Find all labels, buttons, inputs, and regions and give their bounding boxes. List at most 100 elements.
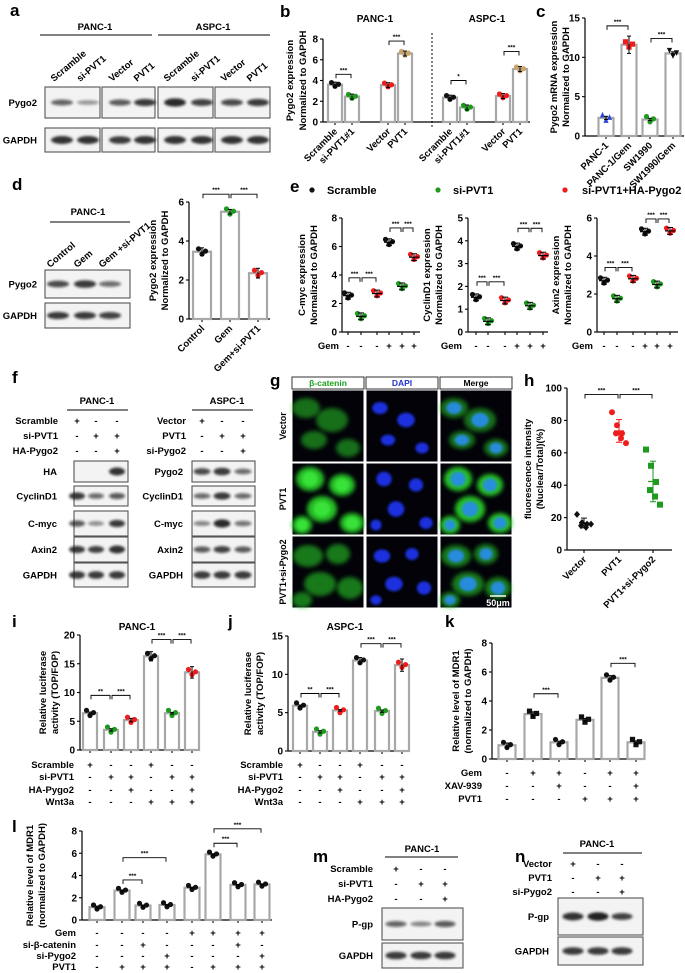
lane-label: PVT1 (245, 60, 271, 84)
cell-nucleus (493, 517, 507, 529)
data-point (603, 117, 609, 123)
significance-bracket (122, 857, 167, 862)
protein-band (109, 136, 131, 144)
condition-sign: - (318, 797, 321, 808)
panel-letter-i: i (12, 612, 17, 631)
y-tick-label: 6 (71, 849, 77, 860)
y-tick-label: 0 (178, 315, 184, 326)
bar (219, 210, 241, 321)
protein-band (47, 280, 69, 288)
lane-label: Gem +si-PVT1 (97, 220, 154, 270)
condition-sign: - (190, 940, 193, 951)
condition-sign: - (596, 887, 599, 898)
y-tick-label: 0 (312, 118, 318, 129)
condition-sign: + (74, 416, 80, 427)
legend-e: Scramble si-PVT1 si-PVT1+HA-Pygo2 (309, 185, 681, 197)
data-point (328, 79, 335, 86)
y-tick-label: 8 (331, 214, 337, 225)
bar (183, 886, 201, 922)
lane-label: Control (45, 240, 78, 270)
protein-band (247, 98, 269, 107)
significance-label: *** (607, 260, 615, 267)
data-point (650, 279, 657, 285)
chart-d: 0 2 4 6 Pygo2 expression Normalized to GAPDH *… (148, 187, 270, 375)
condition-sign: + (570, 859, 576, 870)
protein-label: C-myc (154, 519, 183, 530)
data-point (650, 116, 657, 122)
y-tick-label: 0 (457, 328, 463, 339)
data-point (206, 849, 213, 855)
data-point (104, 724, 111, 730)
condition-sign: - (94, 446, 97, 457)
significance-bracket (476, 281, 488, 286)
data-point (633, 742, 639, 748)
data-point (185, 882, 192, 889)
data-point (213, 851, 220, 857)
y-axis-label: Normalized to GAPDH (160, 210, 171, 310)
data-point (623, 440, 629, 447)
cell-cytoplasm (293, 545, 323, 567)
condition-sign: - (211, 951, 214, 962)
condition-sign: + (633, 768, 639, 779)
protein-band (164, 136, 186, 144)
significance-bracket (388, 40, 405, 46)
condition-sign: - (88, 797, 91, 808)
protein-band (109, 99, 131, 106)
data-point (643, 113, 650, 120)
cell-cytoplasm (304, 572, 336, 596)
condition-sign: + (337, 772, 343, 783)
condition-label: Gem (55, 928, 76, 939)
category-label: PVT1 (600, 554, 625, 579)
data-point (354, 310, 361, 317)
data-point (144, 650, 151, 657)
y-tick-label: 4 (178, 237, 184, 248)
significance-bracket (382, 643, 402, 648)
blot-header: PANC-1 (405, 844, 440, 855)
data-point (405, 50, 412, 56)
data-point (167, 901, 174, 908)
condition-sign: - (109, 797, 112, 808)
cell-nucleus (461, 501, 479, 517)
significance-bracket (320, 693, 340, 698)
data-point (652, 493, 658, 500)
y-tick-label: 15 (569, 14, 581, 25)
protein-band (213, 571, 231, 579)
significance-bracket (617, 266, 633, 272)
condition-sign: + (442, 894, 448, 905)
blot-header: PANC-1 (71, 207, 106, 218)
protein-band (562, 912, 584, 921)
significance-label: *** (367, 637, 375, 644)
protein-band (193, 468, 211, 475)
data-point (230, 208, 237, 214)
panel-letter-e: e (290, 177, 299, 196)
data-point (610, 674, 617, 680)
protein-band (193, 571, 211, 579)
condition-sign: - (129, 797, 132, 808)
cell-nucleus (385, 576, 403, 592)
y-tick-label: 5 (277, 708, 283, 719)
y-axis-label: (normalized to GAPDH) (37, 823, 48, 928)
y-axis-label: Relative luciferase (38, 651, 49, 734)
data-point (443, 92, 450, 99)
condition-sign: + (357, 760, 363, 771)
condition-sign: + (411, 341, 417, 352)
condition-label: si-Pygo2 (146, 446, 186, 457)
bar (620, 43, 638, 138)
data-point (578, 714, 585, 720)
y-tick-label: 3 (457, 259, 463, 270)
data-point (643, 446, 649, 453)
significance-label: *** (660, 212, 668, 219)
significance-label: *** (340, 67, 348, 74)
bar (664, 52, 682, 138)
protein-label: GAPDH (23, 571, 57, 582)
chart-title: PANC-1 (119, 622, 156, 633)
data-point (353, 655, 360, 661)
protein-band (234, 546, 252, 553)
protein-band (164, 98, 186, 107)
significance-bracket (645, 218, 657, 223)
significance-label: *** (404, 221, 412, 228)
protein-band (213, 545, 231, 554)
condition-sign: - (298, 772, 301, 783)
protein-label: CyclinD1 (16, 492, 57, 503)
legend-label: Scramble (327, 185, 377, 197)
